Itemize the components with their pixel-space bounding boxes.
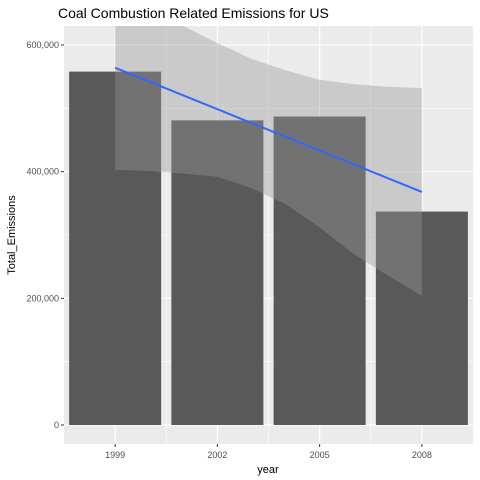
trend-line-layer [114, 66, 423, 193]
x-tick-label: 1999 [105, 450, 125, 460]
confidence-band-layer [115, 26, 422, 296]
y-tick-label: 600,000 [26, 40, 59, 50]
bar-2008 [375, 211, 468, 425]
bar-1999 [69, 71, 162, 425]
confidence-band [115, 26, 422, 296]
bar-2005 [273, 116, 366, 426]
bar-2002 [171, 120, 264, 425]
bar-layer [69, 71, 468, 426]
axis-layer: 0 200,000 400,000 600,000 1999 2002 2005 2008 [26, 40, 431, 460]
x-tick-label: 2008 [412, 450, 432, 460]
chart-title: Coal Combustion Related Emissions for US [58, 5, 329, 21]
y-tick-label: 200,000 [26, 293, 59, 303]
y-tick-label: 400,000 [26, 167, 59, 177]
trend-line [114, 66, 423, 193]
x-tick-label: 2002 [207, 450, 227, 460]
y-tick-label: 0 [54, 420, 59, 430]
x-tick-label: 2005 [310, 450, 330, 460]
x-axis-title: year [257, 464, 279, 476]
y-axis-title: Total_Emissions [6, 195, 18, 275]
